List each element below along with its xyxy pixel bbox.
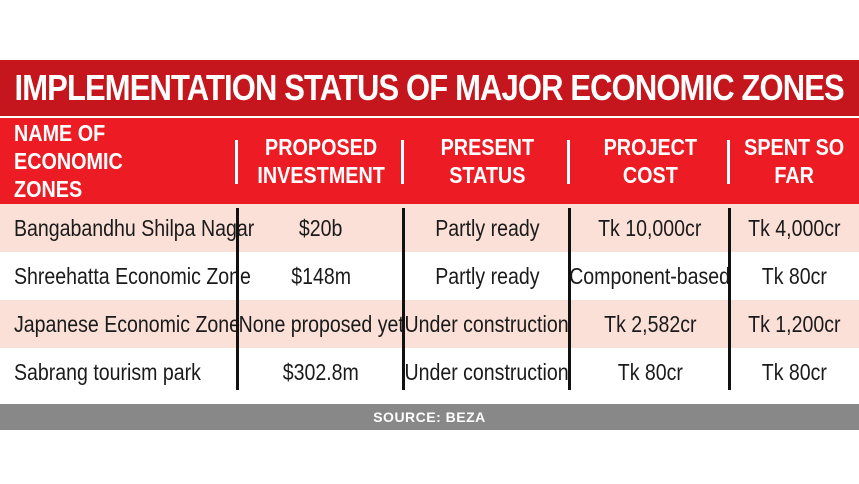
- cell-text: Sabrang tourism park: [14, 358, 201, 385]
- cell-proposed-investment: $302.8m: [238, 348, 404, 396]
- cell-text: Tk 1,200cr: [748, 310, 841, 337]
- cell-text: $302.8m: [282, 358, 360, 385]
- cell-zone-name: Japanese Economic Zone: [0, 300, 241, 348]
- cell-text: Bangabandhu Shilpa Nagar: [14, 214, 255, 241]
- header-zone-name: NAME OF ECONOMIC ZONES: [0, 118, 238, 204]
- cell-proposed-investment: $148m: [238, 252, 404, 300]
- header-divider: [401, 140, 404, 184]
- table-row: Japanese Economic Zone None proposed yet…: [0, 300, 859, 348]
- cell-text: $148m: [291, 262, 351, 289]
- cell-spent-so-far: Tk 80cr: [730, 252, 859, 300]
- header-divider: [727, 140, 730, 184]
- header-spent-so-far: SPENT SO FAR: [730, 118, 859, 204]
- cell-text: Tk 10,000cr: [598, 214, 702, 241]
- cell-proposed-investment: $20b: [238, 204, 404, 252]
- cell-text: Component-based: [569, 262, 731, 289]
- header-project-cost: PROJECT COST: [570, 118, 730, 204]
- table-row: Bangabandhu Shilpa Nagar $20b Partly rea…: [0, 204, 859, 252]
- header-divider: [567, 140, 570, 184]
- table-row: Shreehatta Economic Zone $148m Partly re…: [0, 252, 859, 300]
- cell-text: Tk 80cr: [617, 358, 683, 385]
- cell-text: Partly ready: [434, 214, 540, 241]
- column-divider: [236, 208, 239, 390]
- cell-spent-so-far: Tk 1,200cr: [730, 300, 859, 348]
- cell-text: Tk 2,582cr: [603, 310, 697, 337]
- source-bar: SOURCE: BEZA: [0, 404, 859, 430]
- table-title: IMPLEMENTATION STATUS OF MAJOR ECONOMIC …: [14, 67, 845, 108]
- cell-text: Tk 80cr: [761, 262, 828, 289]
- cell-present-status: Under construction: [404, 348, 570, 396]
- cell-text: Shreehatta Economic Zone: [14, 262, 251, 289]
- table-row: Sabrang tourism park $302.8m Under const…: [0, 348, 859, 396]
- cell-zone-name: Shreehatta Economic Zone: [0, 252, 251, 300]
- cell-text: Under construction: [404, 310, 570, 337]
- table-body: Bangabandhu Shilpa Nagar $20b Partly rea…: [0, 204, 859, 396]
- header-row: NAME OF ECONOMIC ZONES PROPOSED INVESTME…: [0, 118, 859, 204]
- header-present-status-label: PRESENT STATUS: [440, 134, 534, 188]
- header-present-status: PRESENT STATUS: [404, 118, 570, 204]
- cell-spent-so-far: Tk 80cr: [730, 348, 859, 396]
- column-divider: [402, 208, 405, 390]
- cell-project-cost: Tk 2,582cr: [570, 300, 730, 348]
- cell-present-status: Partly ready: [404, 252, 570, 300]
- cell-text: Tk 80cr: [761, 358, 828, 385]
- cell-proposed-investment: None proposed yet: [238, 300, 404, 348]
- header-proposed-investment: PROPOSED INVESTMENT: [238, 118, 404, 204]
- cell-zone-name: Bangabandhu Shilpa Nagar: [0, 204, 254, 252]
- header-spent-so-far-label: SPENT SO FAR: [744, 134, 845, 188]
- header-divider: [235, 140, 238, 184]
- header-zone-name-label: NAME OF ECONOMIC ZONES: [14, 120, 123, 202]
- header-project-cost-label: PROJECT COST: [603, 134, 697, 188]
- cell-project-cost: Tk 10,000cr: [570, 204, 730, 252]
- header-proposed-investment-label: PROPOSED INVESTMENT: [257, 134, 385, 188]
- cell-project-cost: Tk 80cr: [570, 348, 730, 396]
- cell-present-status: Under construction: [404, 300, 570, 348]
- cell-text: None proposed yet: [238, 310, 404, 337]
- cell-project-cost: Component-based: [569, 252, 731, 300]
- cell-text: Tk 4,000cr: [748, 214, 841, 241]
- column-divider: [568, 208, 571, 390]
- cell-present-status: Partly ready: [404, 204, 570, 252]
- cell-spent-so-far: Tk 4,000cr: [730, 204, 859, 252]
- cell-text: Under construction: [404, 358, 570, 385]
- source-label: SOURCE: BEZA: [373, 409, 486, 425]
- title-bar: IMPLEMENTATION STATUS OF MAJOR ECONOMIC …: [0, 60, 859, 116]
- cell-zone-name: Sabrang tourism park: [0, 348, 238, 396]
- column-divider: [728, 208, 731, 390]
- cell-text: Japanese Economic Zone: [14, 310, 241, 337]
- cell-text: Partly ready: [434, 262, 540, 289]
- cell-text: $20b: [299, 214, 343, 241]
